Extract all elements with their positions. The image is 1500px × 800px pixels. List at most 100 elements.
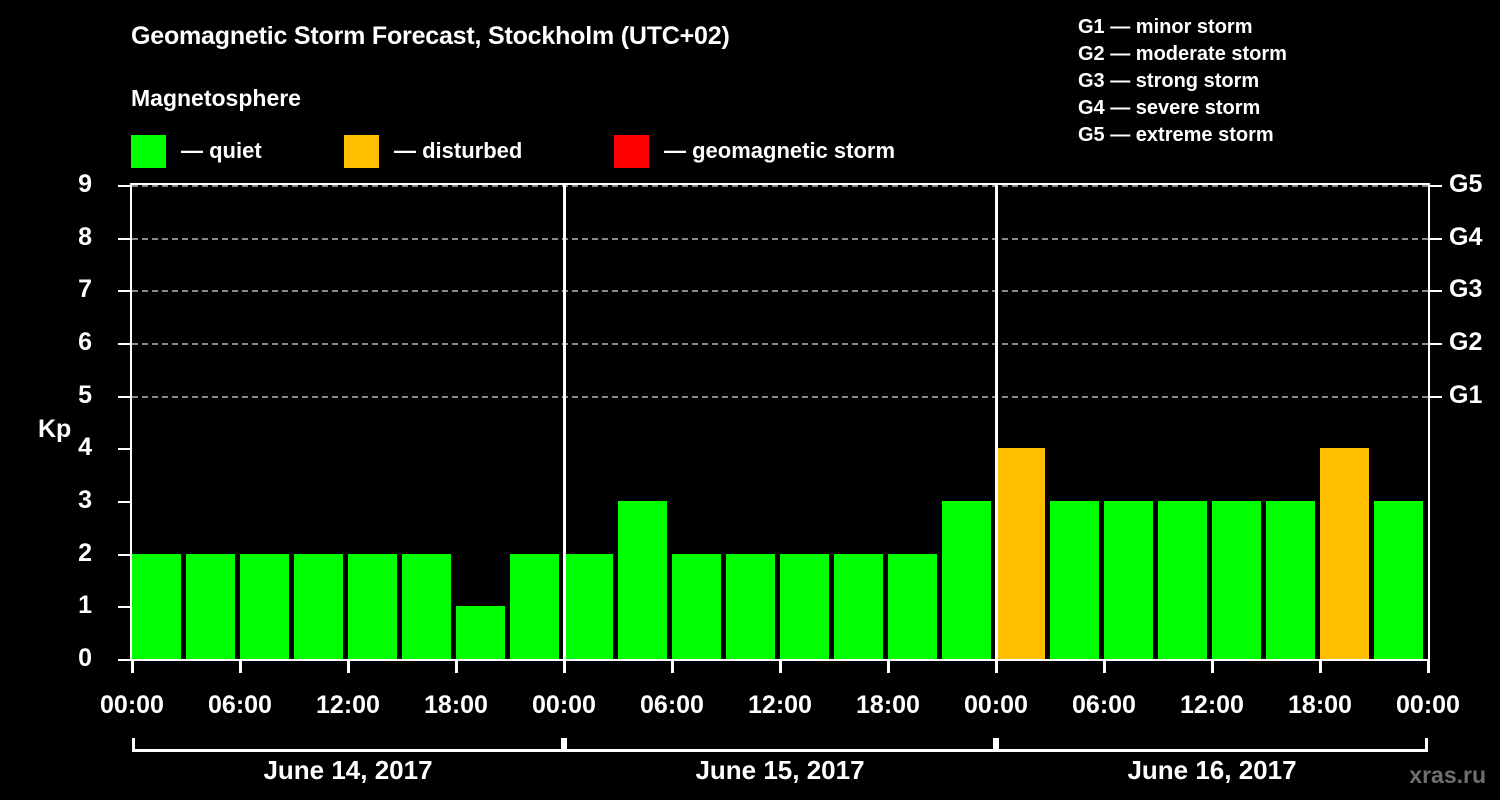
day-separator-2	[994, 185, 998, 659]
date-label-2: June 15, 2017	[695, 755, 865, 785]
x-tick-label-1: 06:00	[208, 691, 272, 719]
legend-swatch-disturbed	[344, 134, 379, 168]
x-tick-label-5: 06:00	[640, 691, 704, 719]
x-tick-mark-0	[130, 661, 134, 673]
bar-kp	[996, 448, 1045, 659]
g-tick-mark-G2	[1430, 343, 1442, 345]
gridline-kp-5	[132, 395, 1428, 398]
g-tick-label-G5: G5	[1449, 170, 1483, 198]
x-tick-label-7: 18:00	[856, 691, 920, 719]
x-tick-mark-2	[346, 661, 350, 673]
x-tick-mark-3	[454, 661, 458, 673]
g-tick-mark-G4	[1430, 237, 1442, 240]
legend-label-disturbed: — disturbed	[394, 138, 523, 163]
x-tick-mark-7	[886, 661, 890, 673]
bar-kp	[834, 553, 883, 659]
legend-label-geomagnetic-storm: — geomagnetic storm	[664, 138, 896, 163]
bar-kp	[186, 553, 235, 659]
y-tick-mark-0	[118, 659, 130, 661]
g-tick-mark-G1	[1430, 395, 1442, 398]
y-tick-mark-2	[118, 553, 130, 556]
bar-kp	[294, 553, 343, 659]
legend-entry-disturbed: — disturbed	[344, 133, 522, 169]
x-tick-label-0: 00:00	[100, 691, 164, 719]
bar-kp	[726, 553, 775, 659]
gscale-legend: G1 — minor storm G2 — moderate storm G3 — …	[1078, 14, 1408, 149]
y-tick-mark-6	[118, 343, 130, 345]
bar-kp	[780, 553, 829, 659]
y-tick-label-5: 5	[78, 380, 92, 409]
g-tick-mark-G5	[1430, 185, 1442, 187]
chart-plot-inner	[132, 185, 1428, 659]
legend-swatch-quiet	[131, 134, 166, 168]
gridline-kp-7	[132, 290, 1428, 293]
bar-kp	[672, 553, 721, 659]
bar-kp	[1104, 501, 1153, 659]
y-tick-label-8: 8	[78, 222, 92, 251]
bar-kp	[132, 553, 181, 659]
bar-kp	[1158, 501, 1207, 659]
day-separator-1	[562, 185, 566, 659]
y-tick-label-4: 4	[78, 433, 92, 462]
x-tick-mark-11	[1318, 661, 1322, 673]
y-tick-label-3: 3	[78, 486, 92, 514]
x-tick-label-9: 06:00	[1072, 691, 1136, 719]
gridline-kp-8	[132, 237, 1428, 240]
date-bracket-3	[996, 738, 1428, 752]
x-tick-label-12: 00:00	[1396, 691, 1460, 719]
y-tick-mark-1	[118, 606, 130, 609]
legend-label-quiet: — quiet	[181, 138, 262, 163]
x-tick-mark-12	[1426, 661, 1430, 673]
bar-kp	[240, 553, 289, 659]
bar-kp	[564, 553, 613, 659]
bar-kp	[618, 501, 667, 659]
gridline-kp-6	[132, 343, 1428, 345]
bar-kp	[456, 606, 505, 659]
g-tick-label-G2: G2	[1449, 328, 1483, 356]
legend-entry-geomagnetic-storm: — geomagnetic storm	[614, 133, 895, 169]
y-tick-label-9: 9	[78, 170, 92, 198]
x-tick-label-11: 18:00	[1288, 691, 1352, 719]
y-tick-label-0: 0	[78, 644, 92, 672]
g-tick-label-G4: G4	[1449, 222, 1483, 251]
g-tick-mark-G3	[1430, 290, 1442, 293]
gscale-row-1: G1 — minor storm	[1078, 16, 1253, 38]
page-title: Geomagnetic Storm Forecast, Stockholm (U…	[131, 22, 730, 50]
y-axis-title: Kp	[38, 415, 72, 443]
bar-kp	[1266, 501, 1315, 659]
bar-kp	[1050, 501, 1099, 659]
x-tick-label-3: 18:00	[424, 691, 488, 719]
gscale-row-4: G4 — severe storm	[1078, 97, 1261, 119]
x-tick-label-8: 00:00	[964, 691, 1028, 719]
gridline-kp-9	[132, 185, 1428, 187]
x-tick-mark-10	[1210, 661, 1214, 673]
x-tick-mark-8	[994, 661, 998, 673]
y-tick-label-7: 7	[78, 275, 92, 304]
date-bracket-2	[564, 738, 996, 752]
legend-swatch-geomagnetic-storm	[614, 134, 649, 168]
y-tick-mark-3	[118, 501, 130, 503]
y-tick-mark-7	[118, 290, 130, 293]
y-tick-mark-4	[118, 448, 130, 451]
x-tick-mark-1	[238, 661, 242, 673]
x-tick-mark-9	[1102, 661, 1106, 673]
bar-kp	[402, 553, 451, 659]
y-tick-label-1: 1	[78, 591, 92, 620]
bar-kp	[348, 553, 397, 659]
x-tick-mark-6	[778, 661, 782, 673]
bar-kp	[1374, 501, 1423, 659]
x-tick-label-10: 12:00	[1180, 691, 1244, 719]
g-tick-label-G1: G1	[1449, 380, 1483, 409]
y-tick-label-2: 2	[78, 538, 92, 567]
y-tick-mark-5	[118, 395, 130, 398]
date-bracket-1	[132, 738, 564, 752]
bar-kp	[942, 501, 991, 659]
chart-plot-area	[130, 183, 1430, 661]
bar-kp	[510, 553, 559, 659]
gscale-row-2: G2 — moderate storm	[1078, 43, 1287, 65]
y-tick-mark-8	[118, 237, 130, 240]
g-tick-label-G3: G3	[1449, 275, 1483, 304]
date-label-1: June 14, 2017	[263, 755, 433, 785]
bar-kp	[1320, 448, 1369, 659]
date-label-3: June 16, 2017	[1127, 755, 1297, 785]
